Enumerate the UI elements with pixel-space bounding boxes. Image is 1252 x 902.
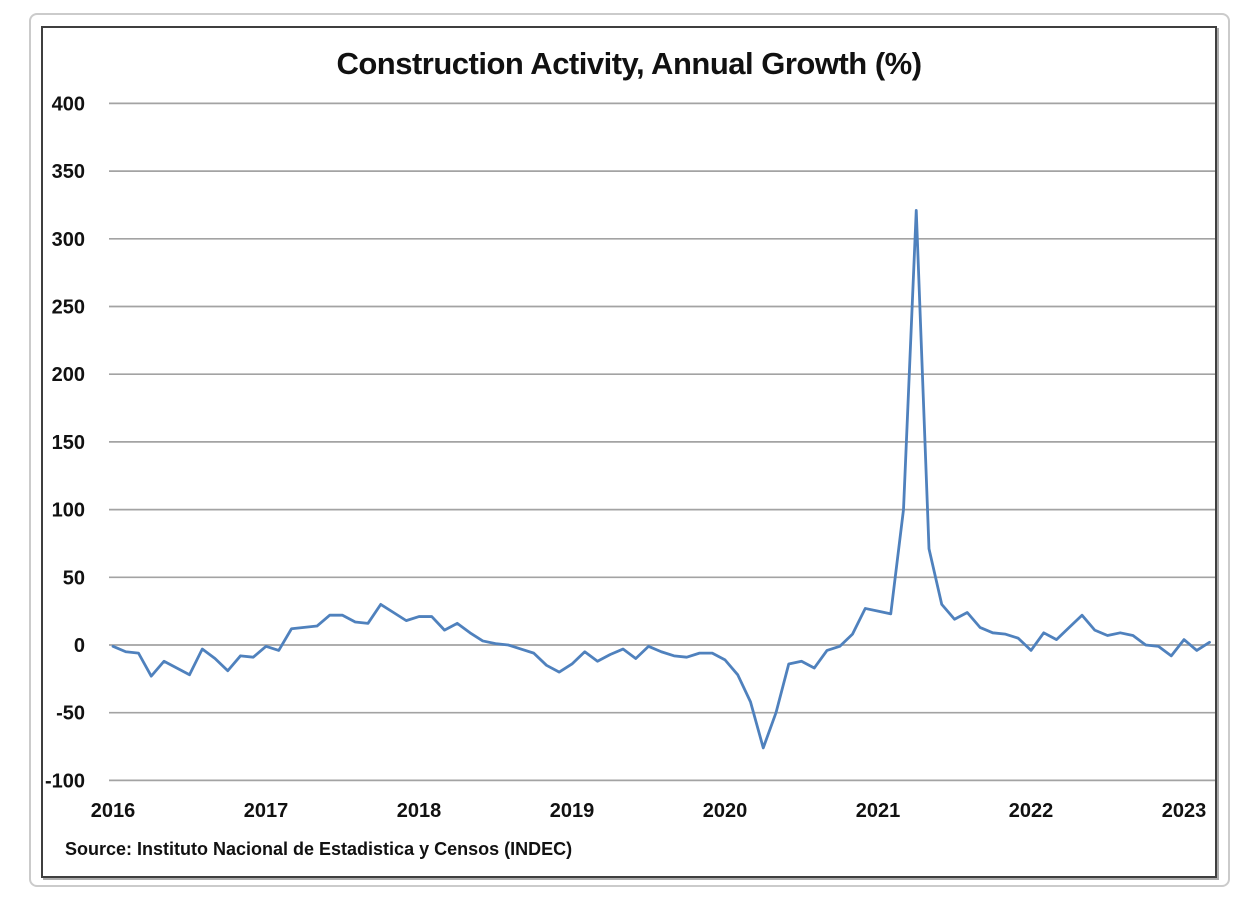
y-tick-label: -50	[56, 703, 85, 725]
x-tick-label: 2017	[244, 800, 289, 822]
y-tick-label: 100	[52, 500, 85, 522]
y-tick-label: 400	[52, 93, 85, 115]
chart-canvas: 400 350 300 250 200 150 100 50 0 -50 -100 2016 2017…	[45, 46, 1215, 859]
outer-frame: 400 350 300 250 200 150 100 50 0 -50 -100 2016 2017…	[29, 13, 1230, 887]
y-tick-label: 350	[52, 161, 85, 183]
y-axis-labels-group: 400 350 300 250 200 150 100 50 0 -50 -100	[45, 93, 85, 792]
data-line	[111, 208, 1211, 750]
y-tick-label: -100	[45, 770, 85, 792]
source-note: Source: Instituto Nacional de Estadistic…	[65, 839, 572, 859]
x-tick-label: 2018	[397, 800, 442, 822]
y-tick-label: 50	[63, 567, 85, 589]
x-axis-labels-group: 2016 2017 2018 2019 2020 2021 2022 2023	[91, 800, 1207, 822]
y-tick-label: 0	[74, 635, 85, 657]
x-tick-label: 2022	[1009, 800, 1054, 822]
y-tick-label: 150	[52, 432, 85, 454]
x-tick-label: 2021	[856, 800, 901, 822]
y-tick-label: 250	[52, 297, 85, 319]
y-tick-label: 300	[52, 229, 85, 251]
chart-title: Construction Activity, Annual Growth (%)	[336, 46, 921, 81]
gridlines-group	[109, 102, 1215, 782]
chart-panel: 400 350 300 250 200 150 100 50 0 -50 -100 2016 2017…	[41, 26, 1217, 878]
y-tick-label: 200	[52, 364, 85, 386]
x-tick-label: 2023	[1162, 800, 1207, 822]
series-group	[111, 208, 1211, 750]
x-tick-label: 2020	[703, 800, 748, 822]
x-tick-label: 2016	[91, 800, 136, 822]
x-tick-label: 2019	[550, 800, 595, 822]
